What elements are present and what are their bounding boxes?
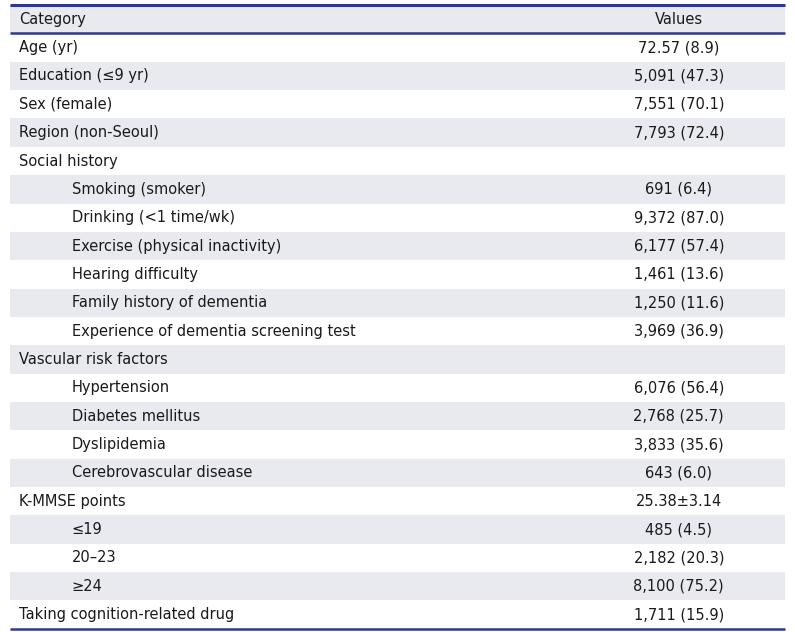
Bar [10,317,785,345]
Text: 6,177 (57.4): 6,177 (57.4) [634,238,724,253]
Text: Category: Category [19,12,86,27]
Bar [10,5,785,33]
Text: 20–23: 20–23 [72,550,117,566]
Text: Social history: Social history [19,154,118,169]
Text: Taking cognition-related drug: Taking cognition-related drug [19,607,235,622]
Bar [10,402,785,430]
Bar [10,487,785,516]
Bar [10,90,785,118]
Text: 9,372 (87.0): 9,372 (87.0) [634,210,724,225]
Text: Sex (female): Sex (female) [19,97,112,112]
Text: Dyslipidemia: Dyslipidemia [72,437,167,452]
Bar [10,430,785,459]
Text: 6,076 (56.4): 6,076 (56.4) [634,380,724,396]
Bar [10,232,785,260]
Bar [10,33,785,62]
Bar [10,572,785,600]
Bar [10,204,785,232]
Text: K-MMSE points: K-MMSE points [19,494,126,509]
Text: 2,768 (25.7): 2,768 (25.7) [634,409,724,423]
Text: ≥24: ≥24 [72,579,103,594]
Bar [10,147,785,175]
Text: 2,182 (20.3): 2,182 (20.3) [634,550,724,566]
Bar [10,62,785,90]
Text: Values: Values [655,12,703,27]
Text: Diabetes mellitus: Diabetes mellitus [72,409,200,423]
Text: 7,551 (70.1): 7,551 (70.1) [634,97,724,112]
Text: Hearing difficulty: Hearing difficulty [72,267,198,282]
Text: Hypertension: Hypertension [72,380,170,396]
Text: 1,711 (15.9): 1,711 (15.9) [634,607,724,622]
Bar [10,374,785,402]
Text: 5,091 (47.3): 5,091 (47.3) [634,68,724,83]
Text: 3,969 (36.9): 3,969 (36.9) [634,324,723,339]
Text: Vascular risk factors: Vascular risk factors [19,352,168,367]
Text: 643 (6.0): 643 (6.0) [646,465,712,480]
Bar [10,118,785,147]
Bar [10,544,785,572]
Text: 25.38±3.14: 25.38±3.14 [636,494,722,509]
Text: 7,793 (72.4): 7,793 (72.4) [634,125,724,140]
Text: Education (≤9 yr): Education (≤9 yr) [19,68,149,83]
Text: Smoking (smoker): Smoking (smoker) [72,182,206,197]
Text: Region (non-Seoul): Region (non-Seoul) [19,125,159,140]
Bar [10,459,785,487]
Bar [10,175,785,204]
Bar [10,516,785,544]
Text: 691 (6.4): 691 (6.4) [646,182,712,197]
Bar [10,345,785,374]
Text: 72.57 (8.9): 72.57 (8.9) [638,40,719,55]
Text: Age (yr): Age (yr) [19,40,78,55]
Text: 3,833 (35.6): 3,833 (35.6) [634,437,723,452]
Bar [10,260,785,289]
Text: 485 (4.5): 485 (4.5) [646,522,712,537]
Bar [10,289,785,317]
Text: Drinking (<1 time/wk): Drinking (<1 time/wk) [72,210,235,225]
Text: Family history of dementia: Family history of dementia [72,295,267,310]
Text: Experience of dementia screening test: Experience of dementia screening test [72,324,355,339]
Text: Exercise (physical inactivity): Exercise (physical inactivity) [72,238,281,253]
Text: 1,250 (11.6): 1,250 (11.6) [634,295,724,310]
Text: ≤19: ≤19 [72,522,103,537]
Text: Cerebrovascular disease: Cerebrovascular disease [72,465,252,480]
Text: 1,461 (13.6): 1,461 (13.6) [634,267,723,282]
Text: 8,100 (75.2): 8,100 (75.2) [634,579,724,594]
Bar [10,600,785,629]
